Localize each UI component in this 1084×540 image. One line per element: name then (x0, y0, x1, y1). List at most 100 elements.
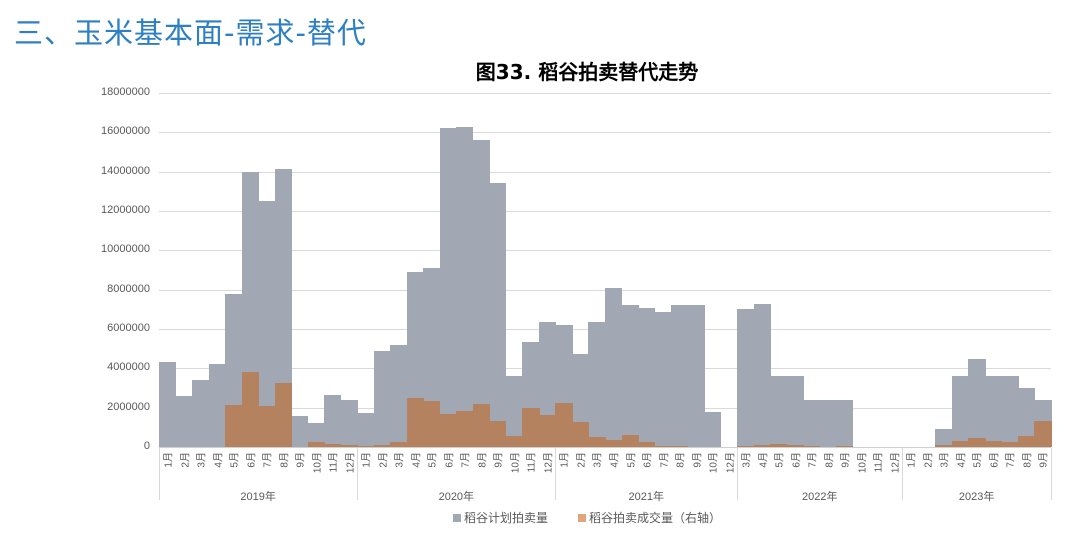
x-tick-month: 9月 (1038, 452, 1050, 468)
bar-traded (984, 441, 1003, 447)
bar-planned (324, 394, 342, 447)
y-tick-label: 2000000 (107, 401, 150, 413)
x-tick-month: 10月 (857, 452, 869, 474)
x-tick-month: 4月 (213, 452, 225, 468)
bar-planned (588, 322, 606, 447)
year-divider (737, 448, 738, 500)
x-tick-month: 6月 (246, 452, 258, 468)
x-tick-month: 5月 (626, 452, 638, 468)
bar-traded (472, 403, 490, 447)
x-tick-month: 3月 (196, 452, 208, 468)
bar-traded (935, 445, 953, 447)
x-tick-month: 8月 (675, 452, 687, 468)
x-tick-month: 8月 (477, 452, 489, 468)
bar-traded (538, 414, 557, 447)
x-tick-month: 5月 (972, 452, 984, 468)
x-tick-month: 1月 (361, 452, 373, 468)
x-tick-month: 2月 (923, 452, 935, 468)
bar-planned (671, 305, 689, 447)
x-tick-month: 6月 (444, 452, 456, 468)
bar-traded (307, 442, 325, 447)
x-tick-month: 11月 (328, 452, 340, 473)
bar-traded (1001, 442, 1019, 447)
bar-planned (1001, 376, 1019, 447)
bar-traded (522, 407, 540, 447)
x-tick-month: 4月 (609, 452, 621, 468)
bar-traded (324, 444, 342, 447)
bar-traded (225, 404, 243, 447)
x-tick-month: 4月 (411, 452, 423, 468)
bar-traded (968, 438, 986, 447)
bar-planned (836, 399, 854, 447)
bar-traded (737, 446, 755, 447)
x-tick-month: 1月 (559, 452, 571, 468)
x-tick-month: 8月 (824, 452, 836, 468)
bar-planned (1017, 388, 1036, 447)
x-tick-year: 2023年 (958, 491, 995, 503)
x-tick-month: 11月 (526, 452, 538, 473)
chart-legend: 稻谷计划拍卖量 稻谷拍卖成交量（右轴） (0, 509, 1084, 526)
bar-planned (456, 127, 474, 447)
x-tick-month: 7月 (659, 452, 671, 468)
bar-planned (687, 305, 705, 447)
x-tick-month: 5月 (774, 452, 786, 468)
y-tick-label: 16000000 (101, 125, 150, 137)
bar-traded (489, 421, 507, 447)
chart-title: 图33. 稻谷拍卖替代走势 (475, 60, 699, 84)
bar-planned (621, 305, 639, 447)
bar-planned (638, 308, 656, 447)
bar-traded (1017, 436, 1036, 447)
bar-traded (571, 422, 590, 447)
bar-planned (175, 395, 193, 447)
bar-traded (753, 445, 771, 447)
x-tick-year: 2020年 (438, 491, 475, 503)
bar-planned (307, 423, 325, 447)
x-tick-year: 2021年 (628, 491, 665, 503)
x-tick-month: 9月 (493, 452, 505, 468)
x-tick-month: 7月 (1005, 452, 1017, 468)
bar-traded (1034, 421, 1052, 447)
bar-planned (803, 399, 821, 447)
bar-planned (753, 304, 771, 447)
gridline (159, 172, 1051, 173)
x-tick-month: 12月 (543, 452, 555, 474)
x-tick-month: 2月 (180, 452, 192, 468)
bar-planned (819, 399, 837, 447)
y-tick-label: 4000000 (107, 361, 150, 373)
legend-swatch-gray (452, 513, 461, 522)
x-tick-month: 12月 (345, 452, 357, 474)
bar-traded (786, 445, 804, 447)
x-tick-month: 12月 (890, 452, 902, 474)
year-divider (902, 448, 903, 500)
x-tick-month: 9月 (692, 452, 704, 468)
bar-planned (274, 168, 292, 447)
bar-planned (373, 350, 391, 447)
bar-planned (770, 376, 788, 447)
bar-traded (803, 446, 821, 447)
x-tick-month: 3月 (939, 452, 951, 468)
x-tick-month: 8月 (279, 452, 291, 468)
bar-traded (836, 446, 854, 447)
bar-planned (505, 376, 523, 447)
bar-traded (770, 444, 788, 447)
gridline (159, 250, 1051, 251)
x-tick-month: 2月 (378, 452, 390, 468)
legend-label-traded: 稻谷拍卖成交量（右轴） (589, 511, 722, 525)
bar-traded (274, 383, 292, 447)
y-tick-label: 10000000 (101, 243, 150, 255)
bar-traded (638, 442, 656, 447)
bar-traded (588, 437, 606, 447)
bar-traded (505, 436, 523, 447)
x-tick-month: 11月 (873, 452, 885, 473)
x-tick-month: 4月 (956, 452, 968, 468)
bar-traded (373, 445, 391, 447)
bar-planned (935, 429, 953, 447)
x-tick-month: 3月 (394, 452, 406, 468)
bar-traded (555, 402, 573, 447)
bar-planned (786, 376, 804, 447)
x-tick-month: 10月 (510, 452, 522, 474)
x-tick-month: 1月 (163, 452, 175, 468)
y-tick-label: 12000000 (101, 204, 150, 216)
bar-planned (704, 411, 722, 447)
section-title: 三、玉米基本面-需求-替代 (14, 16, 367, 50)
